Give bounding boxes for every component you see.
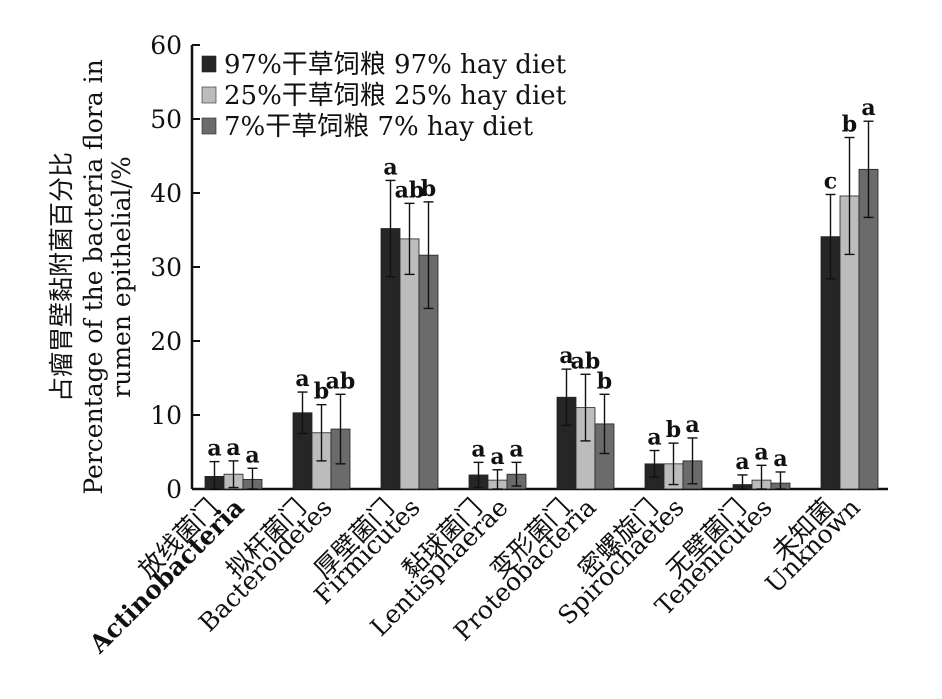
significance-label: a [295,366,309,392]
significance-label: b [314,379,329,405]
category-label-en: Actinobacteria [83,493,250,660]
y-axis-title-line: Percentage of the bacteria flora in [79,59,108,494]
significance-label: a [647,425,661,451]
legend-label: 25%干草饲粮 25% hay diet [224,81,567,111]
significance-label: c [824,168,837,194]
y-tick-label: 10 [150,401,182,430]
significance-label: a [207,436,221,462]
significance-label: a [509,436,523,462]
bar [399,238,420,490]
significance-label: a [383,154,397,180]
significance-label: a [735,449,749,475]
significance-label: b [597,368,612,394]
significance-label: b [666,417,681,443]
legend-label: 7%干草饲粮 7% hay diet [224,112,534,142]
significance-label: a [861,95,875,121]
y-tick-label: 30 [150,253,182,282]
y-tick-label: 40 [150,179,182,208]
significance-label: b [421,176,436,202]
y-tick-label: 0 [166,475,182,504]
significance-label: a [471,436,485,462]
legend-swatch [201,55,217,73]
significance-label: a [685,412,699,438]
category-labels-group: 放线菌门Actinobacteria拟杆菌门Bacteroidetes厚壁菌门F… [83,493,866,660]
y-axis-title-line: 占瘤胃壁黏附菌百分比 [47,152,76,402]
significance-label: b [842,112,857,138]
y-axis-title-group: 占瘤胃壁黏附菌百分比 Percentage of the bacteria flo… [47,59,136,494]
significance-label: ab [395,177,425,203]
y-tick-label: 20 [150,327,182,356]
legend-swatch [201,117,217,135]
legend-swatch [201,86,217,104]
significance-label: ab [326,368,356,394]
significance-label: a [490,444,504,470]
significance-label: ab [571,348,601,374]
significance-label: a [245,442,259,468]
legend-label: 97%干草饲粮 97% hay diet [224,50,567,80]
y-tick-label: 60 [150,31,182,60]
significance-label: a [773,446,787,472]
significance-label: a [226,435,240,461]
significance-label: a [559,343,573,369]
y-axis-title-line: rumen epithelial/% [107,156,136,397]
significance-label: a [754,439,768,465]
y-tick-label: 50 [150,105,182,134]
